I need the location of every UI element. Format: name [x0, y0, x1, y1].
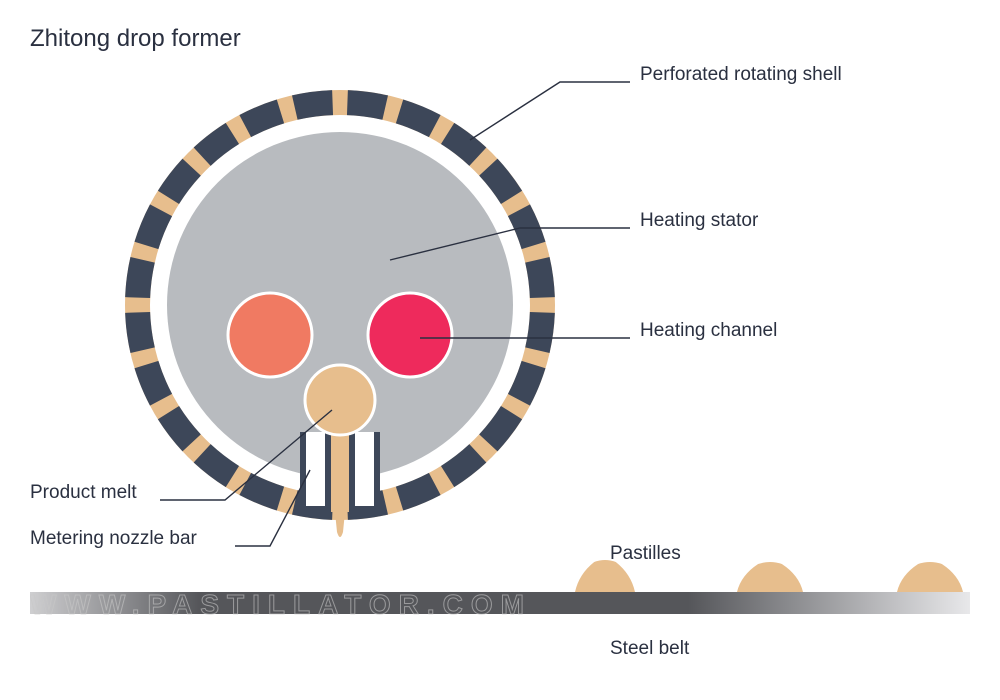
pastille-1 — [737, 562, 803, 592]
nozzle-wall — [374, 432, 380, 512]
label-metering-nozzle: Metering nozzle bar — [30, 528, 197, 550]
shell-segment — [292, 90, 333, 120]
label-pastilles: Pastilles — [610, 543, 681, 565]
label-steel-belt: Steel belt — [610, 638, 689, 660]
leader-perforated_shell — [470, 82, 630, 140]
pastille-2 — [897, 562, 963, 592]
label-heating-stator: Heating stator — [640, 210, 758, 232]
watermark-text: WWW.PASTILLATOR.COM — [30, 589, 970, 621]
heating-channel-left — [228, 293, 312, 377]
melt-core — [331, 426, 349, 512]
shell-segment — [125, 257, 155, 298]
heating-channel-right — [368, 293, 452, 377]
shell-segment — [125, 312, 155, 353]
label-perforated-shell: Perforated rotating shell — [640, 64, 842, 86]
nozzle-wall — [325, 432, 331, 512]
drip — [334, 502, 346, 537]
shell-segment — [347, 90, 388, 120]
label-product-melt: Product melt — [30, 482, 137, 504]
nozzle-channel — [306, 432, 325, 506]
nozzle-wall — [355, 506, 380, 512]
nozzle-wall — [349, 432, 355, 512]
diagram-container: { "title": "Zhitong drop former", "label… — [0, 0, 1000, 700]
shell-segment — [525, 312, 555, 353]
nozzle-channel — [355, 432, 374, 506]
label-heating-channel: Heating channel — [640, 320, 777, 342]
nozzle-wall — [300, 432, 306, 512]
shell-segment — [525, 257, 555, 298]
nozzle-wall — [300, 506, 325, 512]
